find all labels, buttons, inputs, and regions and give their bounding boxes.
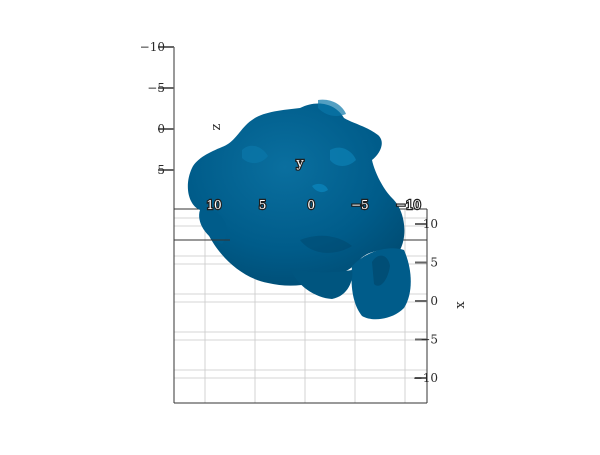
surface-lower-left-lobe — [199, 210, 227, 244]
surface-main-body — [187, 103, 405, 286]
z-tick-label: −5 — [147, 81, 165, 95]
surface-bottom-fold — [290, 268, 353, 299]
z-axis-label: z — [209, 123, 224, 130]
surface-highlight — [242, 145, 268, 164]
z-axis-ticks: −10 −5 0 5 — [140, 40, 174, 177]
surface-highlight — [318, 99, 346, 116]
surface — [187, 99, 411, 320]
y-tick-label: 0 — [307, 198, 315, 212]
y-tick-label: 5 — [259, 198, 267, 212]
y-tick-label: −5 — [351, 198, 369, 212]
surface-highlight — [330, 147, 356, 166]
z-tick-label: −10 — [140, 40, 165, 54]
x-tick-label: −10 — [413, 371, 438, 385]
x-tick-label: 0 — [430, 294, 438, 308]
y-axis-label: y — [295, 156, 304, 171]
surface-shadow — [300, 235, 352, 253]
y-tick-label: 10 — [206, 198, 221, 212]
surface-highlight — [312, 183, 328, 193]
x-tick-label: 10 — [423, 217, 438, 231]
x-axis-ticks: 10 5 0 −5 −10 — [413, 217, 438, 385]
x-tick-label: 5 — [430, 256, 438, 270]
z-tick-label: 5 — [157, 163, 165, 177]
z-tick-label: 0 — [157, 122, 165, 136]
x-axis-label: x — [453, 301, 468, 309]
y-axis-ticks: 10 5 0 −5 −10 — [205, 197, 422, 213]
x-tick-label: −5 — [420, 333, 438, 347]
surface-shadow — [372, 255, 390, 286]
y-tick-label: −10 — [396, 198, 421, 212]
